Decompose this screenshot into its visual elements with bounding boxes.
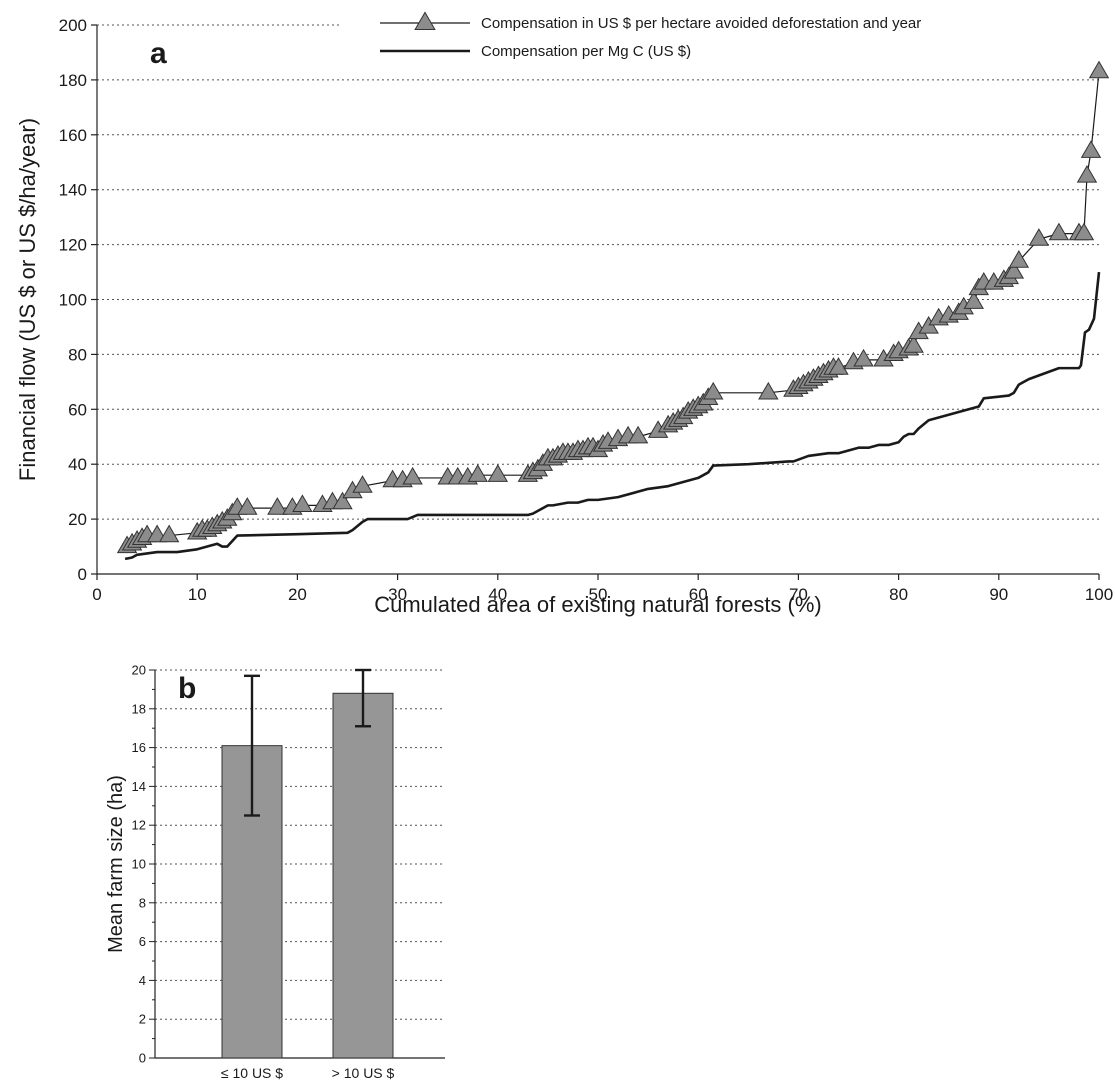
- x-tick-label: 90: [989, 585, 1008, 604]
- data-point-triangle: [467, 464, 488, 482]
- legend-label-per-mgc: Compensation per Mg C (US $): [481, 43, 691, 60]
- category-label: > 10 US $: [332, 1065, 395, 1081]
- data-point-triangle: [1048, 222, 1070, 241]
- data-point-triangle: [237, 497, 258, 515]
- x-axis-title: Cumulated area of existing natural fores…: [374, 592, 822, 617]
- data-point-triangle: [1080, 140, 1102, 158]
- series-line-per-hectare: [126, 71, 1100, 548]
- y-tick-label: 12: [132, 818, 146, 833]
- data-point-triangle: [292, 494, 313, 513]
- x-tick-label: 0: [92, 585, 101, 604]
- x-tick-label: 10: [188, 585, 207, 604]
- data-point-triangle: [1073, 222, 1095, 241]
- y-tick-label: 40: [68, 455, 87, 474]
- y-tick-label: 16: [132, 740, 146, 755]
- data-point-triangle: [828, 357, 849, 375]
- data-point-triangle: [1003, 261, 1025, 279]
- legend-label-per-hectare: Compensation in US $ per hectare avoided…: [481, 15, 921, 32]
- y-tick-label: 200: [59, 16, 87, 35]
- y-tick-label: 4: [139, 973, 146, 988]
- x-tick-label: 100: [1085, 585, 1113, 604]
- y-tick-label: 6: [139, 934, 146, 949]
- data-point-triangle: [1028, 228, 1050, 246]
- data-point-triangle: [1008, 250, 1030, 268]
- panel-b-chart: 0 2 4 6 8 10 12 14 16 18 20 Mean farm size (ha) b ≤ 1…: [105, 663, 445, 1081]
- bar: [332, 692, 394, 1059]
- series-line-per-mgc: [124, 271, 1101, 561]
- data-point-triangle: [627, 425, 649, 444]
- y-tick-label: 100: [59, 291, 87, 310]
- data-point-triangle: [853, 348, 874, 367]
- data-point-triangle: [963, 291, 984, 309]
- data-point-triangle: [332, 491, 353, 510]
- panel-label: a: [150, 37, 167, 70]
- x-tick-label: 50: [589, 585, 608, 604]
- y-tick-label: 10: [132, 857, 146, 872]
- y-tick-label: 0: [78, 565, 87, 584]
- y-tick-label: 20: [132, 663, 146, 678]
- data-point-triangle: [758, 381, 779, 400]
- legend-marker-triangle: [414, 11, 436, 30]
- y-tick-label: 2: [139, 1012, 146, 1027]
- x-tick-label: 40: [488, 585, 507, 604]
- data-point-triangle: [1088, 60, 1110, 79]
- y-tick-label: 18: [132, 701, 146, 716]
- x-tick-label: 70: [789, 585, 808, 604]
- data-point-triangle: [402, 466, 423, 485]
- y-tick-label: 60: [68, 400, 87, 419]
- x-tick-label: 20: [288, 585, 307, 604]
- data-point-triangle: [158, 524, 180, 543]
- data-point-triangle: [267, 497, 288, 515]
- x-tick-label: 60: [689, 585, 708, 604]
- y-tick-label: 80: [68, 345, 87, 364]
- y-tick-label: 8: [139, 895, 146, 910]
- data-point-triangle: [703, 381, 724, 400]
- category-label: ≤ 10 US $: [221, 1065, 283, 1081]
- y-tick-label: 120: [59, 236, 87, 255]
- x-tick-label: 30: [388, 585, 407, 604]
- data-point-triangle: [487, 464, 509, 482]
- y-tick-label: 14: [132, 779, 146, 794]
- data-point-triangle: [352, 475, 373, 493]
- y-axis-title: Financial flow (US $ or US $/ha/year): [15, 118, 40, 481]
- y-axis-title: Mean farm size (ha): [105, 775, 127, 953]
- y-tick-label: 160: [59, 126, 87, 145]
- x-tick-label: 80: [889, 585, 908, 604]
- data-point-triangle: [1076, 164, 1098, 183]
- data-point-triangle: [903, 335, 924, 353]
- y-tick-label: 180: [59, 71, 87, 90]
- panel-label: b: [178, 672, 196, 705]
- y-tick-label: 20: [68, 510, 87, 529]
- y-tick-label: 140: [59, 181, 87, 200]
- y-tick-label: 0: [139, 1051, 146, 1066]
- panel-a-chart: 0 20 40 60 80 100 120 140 160 180 200 0 10 20 30 40 50 60…: [15, 11, 1113, 617]
